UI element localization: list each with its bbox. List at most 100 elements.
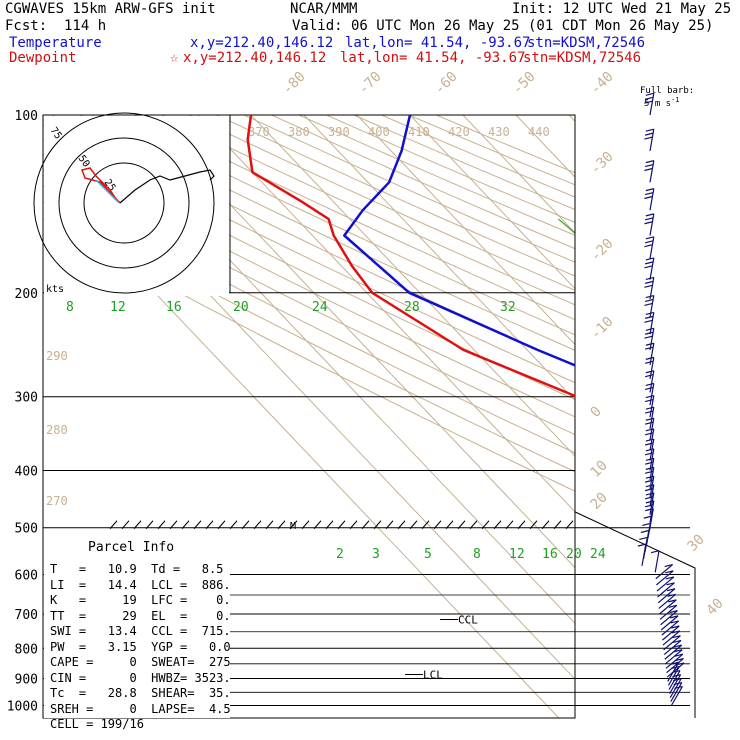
wind-barb-flag — [664, 564, 673, 568]
mixing-label-lower: 12 — [509, 547, 525, 562]
hatch-mark — [181, 520, 190, 530]
wind-barb-flag — [665, 570, 674, 574]
isotherm-label: -60 — [432, 69, 461, 98]
wind-barb-flag — [644, 261, 654, 265]
dry-adiabat — [43, 153, 575, 418]
wind-barb-flag — [644, 217, 654, 221]
dewpoint-legend: Dewpoint — [9, 50, 77, 66]
wind-barb-flag — [644, 315, 654, 319]
pressure-tick-label: 700 — [15, 608, 38, 623]
wind-barb-staff — [649, 448, 655, 471]
wind-barb-flag — [645, 395, 654, 399]
wind-barb-staff — [649, 257, 655, 280]
wind-barb-staff — [649, 277, 655, 300]
wind-barb-flag — [644, 163, 654, 168]
wind-barb-staff — [659, 604, 678, 620]
dry-adiabat — [43, 218, 575, 492]
isotherm-label: -50 — [510, 69, 539, 98]
dry-adiabat — [216, 115, 575, 277]
wind-barb-flag — [644, 298, 654, 303]
wind-barb-staff — [670, 686, 683, 706]
hatch-mark — [385, 520, 394, 530]
hodograph-trace-dark — [119, 169, 215, 204]
wind-barb-flag — [645, 276, 654, 281]
wind-barb-flag — [644, 240, 654, 244]
wind-barb-staff — [649, 484, 655, 507]
wind-barb-staff — [670, 682, 683, 702]
parcel-info-row: Tc = 28.8 SHEAR= 35. — [50, 686, 231, 700]
wind-barb-staff — [649, 213, 655, 236]
temperature-profile — [343, 115, 575, 367]
isotherm-line — [144, 115, 575, 569]
ccl-marker: CCL — [458, 613, 478, 626]
isotherm-label: 20 — [588, 490, 611, 513]
wind-barb-flag — [669, 615, 679, 619]
wind-barb-staff — [649, 160, 655, 183]
hatch-mark — [133, 520, 142, 530]
isotherm-line — [622, 115, 740, 718]
wind-barb-flag — [673, 681, 682, 686]
wind-barb-flag — [642, 522, 651, 527]
wind-barbs — [637, 92, 685, 706]
hodograph-ring — [58, 137, 190, 269]
wind-barb-flag — [644, 488, 654, 492]
wind-barb-flag — [645, 160, 654, 164]
wind-barb-flag — [645, 382, 654, 387]
wind-barb-flag — [644, 335, 653, 339]
forecast-hour: Fcst: 114 h — [5, 18, 107, 34]
wind-barb-flag — [645, 492, 654, 496]
wind-barb-flag — [672, 639, 682, 644]
wind-barb-staff — [649, 383, 655, 406]
wind-barb-flag — [645, 370, 654, 374]
dry-adiabat — [271, 115, 575, 250]
theta-label-left: 280 — [46, 423, 68, 437]
mixing-label-upper: 20 — [233, 300, 249, 315]
mixing-ratio-line — [702, 219, 740, 718]
wind-barb-flag — [645, 457, 654, 461]
hatch-mark — [241, 520, 250, 530]
hatch-mark — [457, 520, 466, 530]
wind-barb-staff — [649, 328, 655, 351]
pressure-tick-label: 600 — [15, 568, 38, 583]
wind-barb-flag — [645, 475, 654, 479]
dewpoint-xy: x,y=212.40,146.12 — [183, 50, 327, 66]
theta-label-left: 290 — [46, 349, 68, 363]
wind-barb-staff — [649, 188, 655, 211]
hatch-mark — [361, 520, 370, 530]
parcel-info-title: Parcel Info — [88, 540, 175, 555]
theta-label: 370 — [248, 125, 270, 139]
wind-barb-staff — [666, 658, 684, 674]
parcel-info-row: CIN = 0 HWBZ= 3523. — [50, 670, 231, 685]
wind-barb-flag — [644, 496, 654, 500]
plot-frame — [42, 114, 696, 719]
mixing-label-upper: 28 — [404, 300, 420, 315]
hatch-mark — [253, 520, 262, 530]
parcel-info-row: LI = 14.4 LCL = 886. — [50, 577, 231, 592]
init-time: Init: 12 UTC Wed 21 May 25 — [512, 1, 732, 17]
wind-barb-flag — [644, 100, 653, 104]
mixing-label-lower: 5 — [424, 547, 432, 562]
parcel-info-row: CELL = 199/16 — [50, 717, 144, 731]
wind-barb-flag — [673, 644, 682, 648]
wind-barb-staff — [649, 395, 655, 418]
wind-barb-flag — [644, 346, 654, 350]
wind-barb-flag — [674, 685, 683, 690]
wind-barb-flag — [645, 438, 654, 442]
parcel-info-row: K = 19 LFC = 0. — [50, 593, 231, 607]
hatch-mark — [109, 520, 118, 530]
wind-barb-flag — [644, 360, 654, 364]
wind-barb-staff — [658, 593, 677, 609]
wind-barb-flag — [675, 657, 684, 662]
hodograph-ring — [83, 162, 165, 244]
wind-barb-staff — [649, 407, 655, 429]
hatch-mark — [541, 520, 550, 530]
dewpoint-station: stn=KDSM,72546 — [523, 50, 642, 66]
wind-barb-flag — [672, 674, 681, 678]
theta-label: 410 — [408, 125, 430, 139]
wind-barb-staff — [649, 492, 655, 515]
wind-barb-flag — [645, 342, 654, 346]
isotherm-label: 0 — [588, 404, 605, 421]
wind-barb-staff — [663, 635, 681, 651]
wind-barb-flag — [665, 576, 674, 580]
wind-barb-flag — [668, 599, 677, 603]
